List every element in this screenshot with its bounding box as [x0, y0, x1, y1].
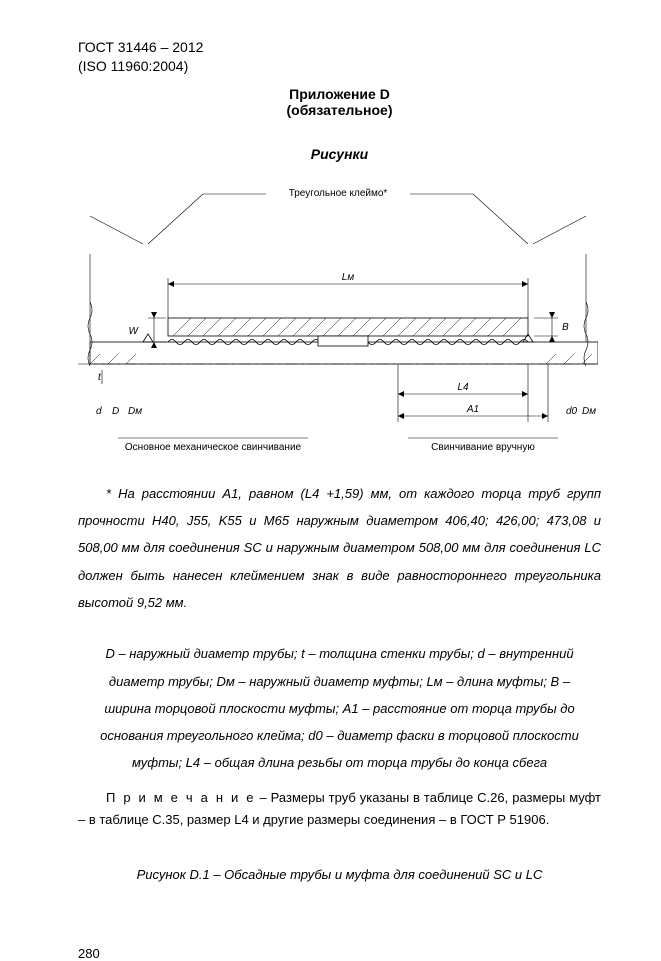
appendix-line2: (обязательное) — [78, 102, 601, 118]
dim-d0: d0 — [566, 406, 578, 417]
note-label: П р и м е ч а н и е — [106, 790, 255, 805]
dim-dm-r: Dм — [582, 406, 596, 417]
iso-code: (ISO 11960:2004) — [78, 57, 601, 76]
figure-caption: Рисунок D.1 – Обсадные трубы и муфта для… — [78, 867, 601, 882]
technical-figure: Треугольное клеймо* — [78, 184, 601, 464]
doc-header: ГОСТ 31446 – 2012 (ISO 11960:2004) — [78, 38, 601, 76]
page-number: 280 — [78, 946, 601, 961]
appendix-title: Приложение D (обязательное) — [78, 86, 601, 118]
dim-w: W — [129, 326, 140, 337]
figures-heading: Рисунки — [78, 146, 601, 162]
dim-dm: Dм — [128, 406, 142, 417]
dim-d-outer: D — [112, 406, 119, 417]
footnote-text: * На расстоянии A1, равном (L4 +1,59) мм… — [78, 480, 601, 616]
dim-b: B — [562, 322, 569, 333]
triangle-stamp-label: Треугольное клеймо* — [289, 188, 388, 199]
note-block: П р и м е ч а н и е – Размеры труб указа… — [78, 787, 601, 831]
dim-lm: Lм — [342, 272, 355, 283]
hand-makeup-label: Свинчивание вручную — [431, 442, 535, 453]
mech-makeup-label: Основное механическое свинчивание — [125, 442, 302, 453]
symbol-legend: D – наружный диаметр трубы; t – толщина … — [78, 640, 601, 776]
dim-t: t — [98, 372, 102, 383]
appendix-line1: Приложение D — [78, 86, 601, 102]
dim-a1: A1 — [466, 404, 479, 415]
dim-l4: L4 — [457, 382, 469, 393]
dim-d-inner: d — [96, 406, 102, 417]
std-code: ГОСТ 31446 – 2012 — [78, 38, 601, 57]
